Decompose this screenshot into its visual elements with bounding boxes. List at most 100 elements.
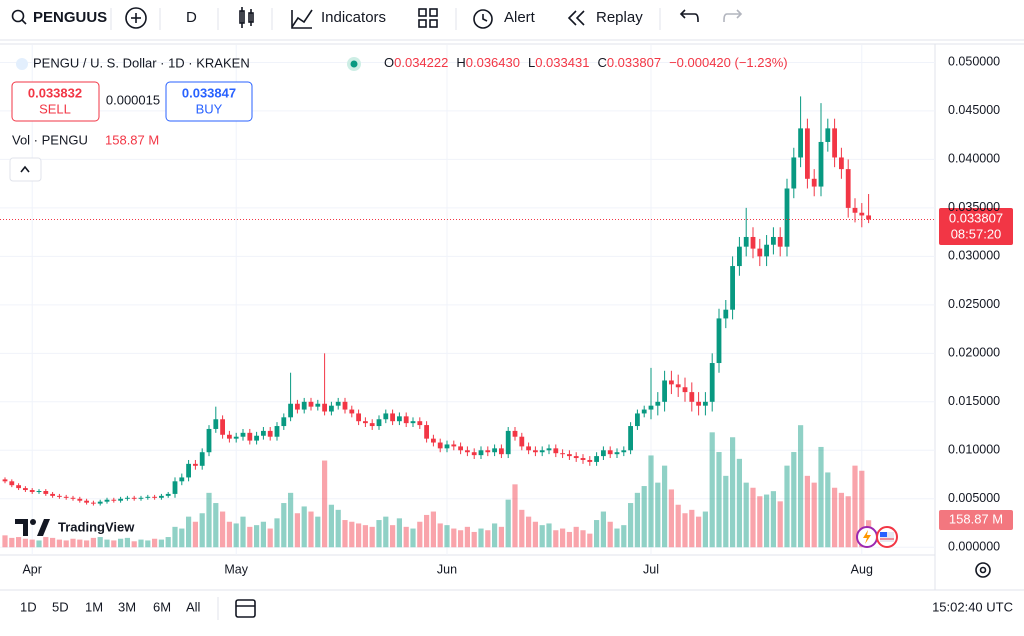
candle-body xyxy=(614,452,620,455)
indicators-button[interactable]: Indicators xyxy=(291,9,386,29)
volume-bar xyxy=(573,526,579,548)
symbol[interactable]: PENGUUS xyxy=(33,9,107,26)
candle-body xyxy=(866,215,871,220)
candle-body xyxy=(587,459,593,462)
volume-bar xyxy=(356,523,362,548)
volume-bar xyxy=(410,528,416,548)
volume-bar xyxy=(43,537,49,548)
chart-type-button[interactable] xyxy=(239,7,254,28)
candle-body xyxy=(431,438,436,443)
sell-price[interactable]: 0.033832 xyxy=(28,85,82,100)
volume-bar xyxy=(804,475,810,548)
candle-body xyxy=(743,236,749,247)
settings-button[interactable] xyxy=(975,562,991,578)
range-button[interactable]: 1D xyxy=(20,599,37,614)
range-button[interactable]: 1M xyxy=(85,599,103,614)
candle-body xyxy=(36,491,42,493)
range-button[interactable]: All xyxy=(186,599,201,614)
candle-body xyxy=(512,430,518,437)
alert-label[interactable]: Alert xyxy=(504,9,536,26)
candle-body xyxy=(424,425,429,439)
volume-bar xyxy=(70,538,76,548)
interval[interactable]: D xyxy=(186,9,197,26)
candle-body xyxy=(465,450,470,453)
symbol-search[interactable]: PENGUUS xyxy=(11,9,108,26)
volume-bar xyxy=(315,516,321,548)
candle-body xyxy=(737,246,742,267)
redo-button[interactable] xyxy=(723,9,743,22)
candle-body xyxy=(70,497,76,499)
candle-body xyxy=(77,498,83,501)
volume-bar xyxy=(390,525,396,548)
alert-button[interactable]: Alert xyxy=(473,9,536,29)
sell-label[interactable]: SELL xyxy=(39,101,71,116)
volume-bar xyxy=(655,482,661,548)
candle-body xyxy=(97,501,103,504)
collapse-button[interactable] xyxy=(9,157,42,182)
volume-bar xyxy=(22,538,28,548)
templates-button[interactable] xyxy=(418,8,438,28)
volume-bar xyxy=(784,465,790,548)
buy-label[interactable]: BUY xyxy=(196,101,223,116)
volume-bar xyxy=(716,452,722,548)
volume-bar xyxy=(648,455,654,548)
candle-body xyxy=(84,500,89,503)
volume-bar xyxy=(526,516,532,548)
date-range-button[interactable] xyxy=(235,599,256,618)
volume-bar xyxy=(546,523,552,548)
candle-body xyxy=(621,450,627,453)
candle-body xyxy=(111,499,117,501)
range-button[interactable]: 3M xyxy=(118,599,136,614)
sell-button[interactable]: 0.033832 SELL xyxy=(11,81,100,122)
buy-button[interactable]: 0.033847 BUY xyxy=(165,81,253,122)
candle-body xyxy=(29,490,35,492)
candle-body xyxy=(798,128,803,158)
volume-bar xyxy=(199,513,205,548)
candle-body xyxy=(329,405,334,412)
x-tick-label: Jun xyxy=(437,562,457,576)
candle-body xyxy=(825,128,831,142)
candle-body xyxy=(662,380,667,402)
volume-bar xyxy=(743,482,749,548)
volume-bar xyxy=(702,511,708,548)
volume-bar xyxy=(444,525,450,548)
volume-bar xyxy=(424,514,430,548)
ohlc-key: C xyxy=(597,55,606,70)
volume-bar xyxy=(614,528,620,548)
y-tick-label: 0.005000 xyxy=(948,491,1000,505)
volume-bar xyxy=(634,492,640,548)
replay-button[interactable]: Replay xyxy=(567,9,643,26)
candle-body xyxy=(63,496,69,498)
buy-price[interactable]: 0.033847 xyxy=(182,85,236,100)
candle-body xyxy=(444,444,450,449)
candle-body xyxy=(594,456,599,462)
ohlc-value: 0.034222 xyxy=(394,55,448,70)
ohlc-legend: O0.034222 H0.036430 L0.033431 C0.033807 −0.0… xyxy=(384,55,788,70)
undo-button[interactable] xyxy=(679,9,699,22)
range-button[interactable]: 5D xyxy=(52,599,69,614)
candle-body xyxy=(301,401,307,410)
volume-bar xyxy=(396,518,402,548)
candle-body xyxy=(764,244,769,257)
candle-body xyxy=(376,419,382,427)
volume-bar xyxy=(294,513,300,548)
volume-bar xyxy=(668,489,674,548)
volume-bar xyxy=(580,530,586,548)
indicators-label[interactable]: Indicators xyxy=(321,9,386,26)
logo: TradingView xyxy=(15,519,135,536)
candle-body xyxy=(172,481,178,494)
replay-label[interactable]: Replay xyxy=(596,9,643,26)
compare-button[interactable] xyxy=(125,7,147,29)
volume-bar xyxy=(818,446,824,548)
range-button[interactable]: 6M xyxy=(153,599,171,614)
volume-bar xyxy=(607,521,613,548)
candle-body xyxy=(131,497,137,499)
volume-bar xyxy=(696,516,702,548)
volume-bar xyxy=(764,494,770,548)
volume-bar xyxy=(458,530,464,548)
y-tick-label: 0.020000 xyxy=(948,346,1000,360)
volume-bar xyxy=(403,526,409,548)
last-price-tag: 0.033807 08:57:20 xyxy=(939,208,1013,245)
candle-body xyxy=(138,497,144,499)
countdown: 08:57:20 xyxy=(951,226,1002,241)
